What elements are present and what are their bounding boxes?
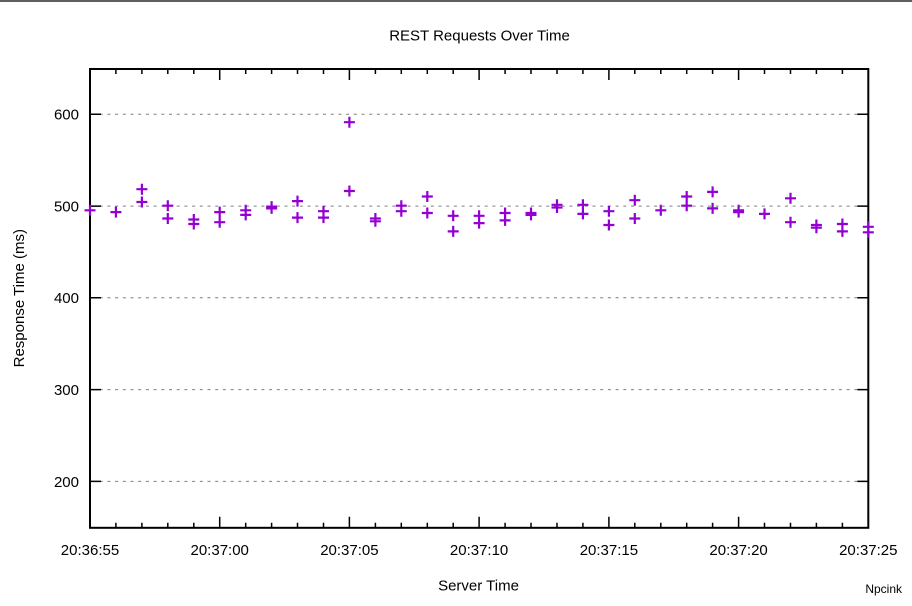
svg-text:20:37:10: 20:37:10 [450,542,508,559]
svg-text:500: 500 [54,199,79,216]
svg-text:20:37:05: 20:37:05 [320,542,378,559]
svg-text:REST Requests Over Time: REST Requests Over Time [389,28,570,45]
svg-text:20:37:15: 20:37:15 [580,542,638,559]
svg-text:400: 400 [54,290,79,307]
svg-text:Server Time: Server Time [438,578,519,595]
svg-text:20:37:25: 20:37:25 [839,542,897,559]
svg-text:200: 200 [54,474,79,491]
svg-text:300: 300 [54,382,79,399]
svg-text:600: 600 [54,107,79,124]
svg-text:20:37:20: 20:37:20 [709,542,767,559]
svg-text:Response Time (ms): Response Time (ms) [11,229,28,367]
svg-text:Npcink: Npcink [865,582,903,596]
svg-text:20:36:55: 20:36:55 [61,542,119,559]
svg-text:20:37:00: 20:37:00 [191,542,249,559]
